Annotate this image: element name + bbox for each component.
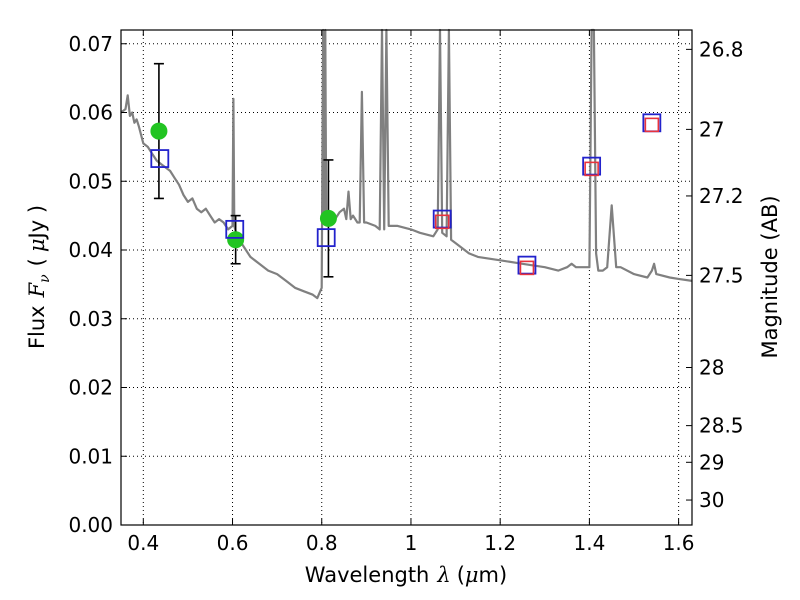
y-tick-label: 0.04 [68, 238, 113, 262]
axis-ticks [121, 30, 692, 526]
y-tick-label: 0.02 [68, 376, 113, 400]
y2-tick-label: 27 [699, 117, 724, 141]
predicted-flux-square [584, 161, 599, 177]
x-axis-title: Wavelength λ (μm) [305, 563, 507, 587]
x-tick-label: 1.6 [663, 531, 695, 555]
predicted-flux-square [519, 260, 535, 276]
y2-tick-label: 30 [699, 488, 724, 512]
photometry-markers [150, 113, 662, 276]
predicted-flux-square [434, 214, 450, 230]
y2-tick-label: 29 [699, 450, 724, 474]
observed-flux-point [319, 209, 337, 227]
x-tick-label: 0.8 [306, 531, 338, 555]
y2-tick-label: 27.2 [699, 184, 744, 208]
model-flux-square [225, 219, 245, 239]
x-tick-label: 1 [405, 531, 418, 555]
y2-tick-label: 28 [699, 356, 724, 380]
y-axis-title: FluxFν(μJy ) [25, 205, 53, 349]
y-tick-label: 0.01 [68, 444, 113, 468]
y-tick-label: 0.00 [68, 513, 113, 537]
model-flux-square [316, 228, 336, 248]
predicted-flux-square [644, 117, 660, 133]
y-tick-label: 0.05 [68, 169, 113, 193]
observed-flux-point [227, 231, 245, 249]
observed-flux-point [150, 122, 168, 140]
y-tick-label: 0.07 [68, 32, 113, 56]
y2-tick-label: 26.8 [699, 37, 744, 61]
spectrum-line [120, 28, 693, 300]
y2-axis-title: Magnitude (AB) [758, 195, 782, 358]
y2-tick-label: 28.5 [699, 414, 744, 438]
plot-frame [120, 29, 693, 526]
plot-background [121, 30, 692, 525]
model-spectrum [120, 28, 693, 300]
x-tick-label: 1.2 [484, 531, 516, 555]
y-tick-label: 0.06 [68, 101, 113, 125]
x-tick-label: 0.4 [127, 531, 159, 555]
x-tick-label: 0.6 [217, 531, 249, 555]
x-tick-label: 1.4 [573, 531, 605, 555]
tick-labels: 0.4 0.6 0.8 1 1.2 1.4 1.6 0.00 0.01 0.02 0.03 0.04 0… [68, 32, 743, 555]
y2-tick-label: 27.5 [699, 263, 744, 287]
y-tick-label: 0.03 [68, 307, 113, 331]
grid-lines [121, 30, 692, 525]
model-flux-square [150, 149, 170, 168]
